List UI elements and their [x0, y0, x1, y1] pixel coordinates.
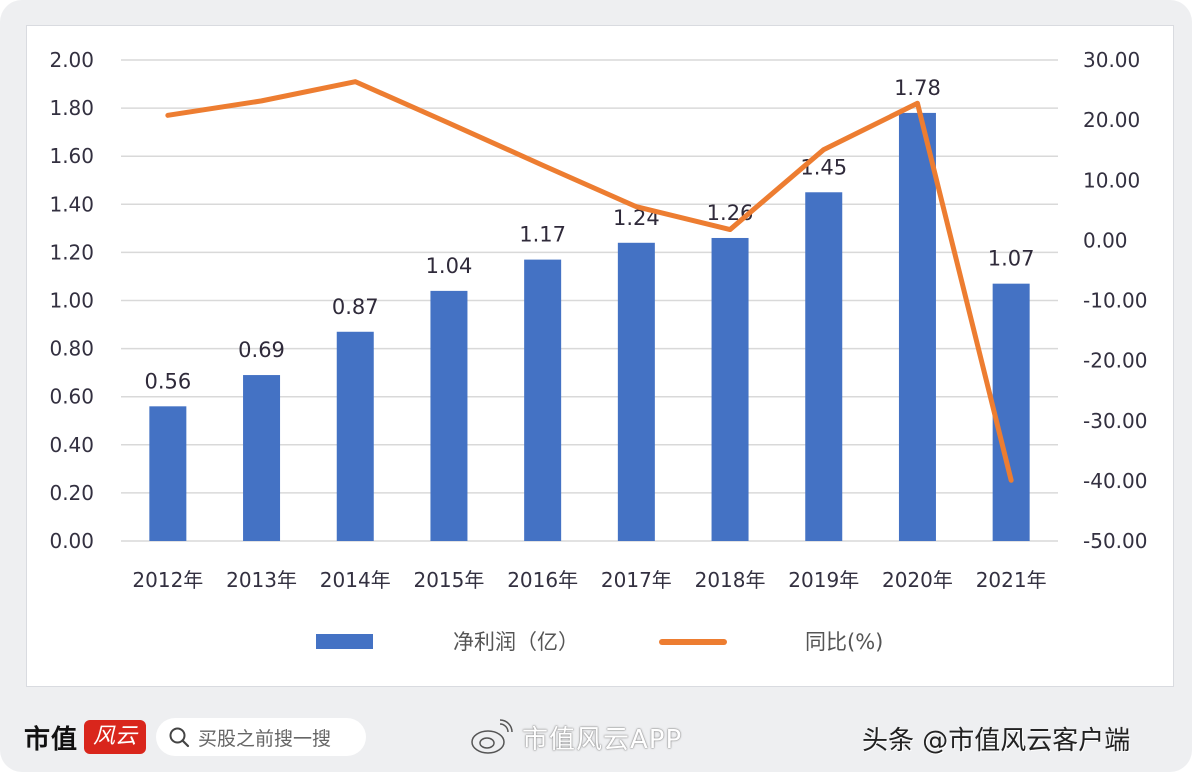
brand-logo: 市值 风云	[24, 717, 147, 757]
x-axis-tick: 2016年	[507, 568, 578, 592]
bar	[243, 375, 281, 541]
bar	[524, 259, 562, 541]
left-axis-tick: 1.60	[49, 144, 94, 168]
right-axis: -50.00 -40.00 -30.00 -20.00 -10.00 0.00 10.00 2…	[1083, 48, 1147, 553]
bar-value-label: 1.17	[519, 223, 566, 247]
legend-bar-label: 净利润（亿）	[453, 630, 579, 654]
left-axis-tick: 2.00	[49, 48, 94, 72]
x-axis: 2012年 2013年 2014年 2015年 2016年 2017年 2018年 2019年…	[132, 568, 1046, 592]
right-axis-tick: -40.00	[1083, 469, 1147, 493]
combo-chart: 0.00 0.20 0.40 0.60 0.80 1.00 1.20 1.40 1.60 1.80…	[49, 48, 1147, 654]
x-axis-tick: 2020年	[882, 568, 953, 592]
bar-value-label: 1.78	[894, 76, 941, 100]
search-icon	[169, 727, 190, 748]
bar	[430, 290, 468, 541]
bar	[711, 237, 749, 541]
toutiao-watermark: 头条 @市值风云客户端	[862, 726, 1131, 756]
x-axis-tick: 2021年	[976, 568, 1047, 592]
left-axis-tick: 0.60	[49, 385, 94, 409]
left-axis-tick: 0.40	[49, 433, 94, 457]
brand-badge: 风云	[84, 720, 147, 754]
weibo-text: 市值风云APP	[522, 724, 683, 755]
right-axis-tick: 20.00	[1083, 108, 1140, 132]
x-axis-tick: 2013年	[226, 568, 297, 592]
weibo-watermark: 市值风云APP	[470, 718, 682, 756]
legend-line-label: 同比(%)	[805, 630, 883, 654]
x-axis-tick: 2018年	[695, 568, 766, 592]
bar-value-label: 0.69	[238, 338, 285, 362]
x-axis-tick: 2015年	[413, 568, 484, 592]
bar	[336, 331, 374, 541]
bar-value-label: 1.04	[426, 254, 473, 278]
left-axis-tick: 1.00	[49, 289, 94, 313]
legend: 净利润（亿） 同比(%)	[316, 630, 883, 654]
right-axis-tick: -20.00	[1083, 349, 1147, 373]
bar-value-label: 0.87	[332, 295, 379, 319]
x-axis-tick: 2014年	[320, 568, 391, 592]
right-axis-tick: 10.00	[1083, 168, 1140, 192]
search-placeholder: 买股之前搜一搜	[198, 727, 332, 750]
bar	[898, 112, 936, 541]
watermark-footer: 市值 风云 买股之前搜一搜 市值风云APP 头条 @市值风云客户端	[0, 700, 1196, 776]
right-axis-tick: 30.00	[1083, 48, 1140, 72]
left-axis-tick: 0.20	[49, 481, 94, 505]
left-axis-tick: 1.40	[49, 192, 94, 216]
legend-bar-swatch	[316, 634, 373, 649]
right-axis-tick: -10.00	[1083, 289, 1147, 313]
line-series-yoy	[165, 79, 1014, 483]
bar-series-net-profit	[149, 112, 1030, 541]
bar	[992, 283, 1030, 541]
left-axis-tick: 1.20	[49, 240, 94, 264]
left-axis-tick: 0.00	[49, 529, 94, 553]
left-axis: 0.00 0.20 0.40 0.60 0.80 1.00 1.20 1.40 1.60 1.80…	[49, 48, 94, 553]
bar-value-label: 0.56	[144, 369, 191, 393]
search-box[interactable]: 买股之前搜一搜	[156, 718, 366, 756]
right-axis-tick: 0.00	[1083, 228, 1128, 252]
bar-data-labels: 0.560.690.871.041.171.24 1.261.451.781.07	[144, 76, 1034, 393]
bar	[149, 406, 187, 541]
x-axis-tick: 2012年	[132, 568, 203, 592]
chart-card: 0.00 0.20 0.40 0.60 0.80 1.00 1.20 1.40 1.60 1.80…	[26, 25, 1174, 687]
bar	[805, 192, 843, 541]
weibo-icon	[471, 719, 513, 754]
x-axis-tick: 2019年	[788, 568, 859, 592]
brand-text: 市值	[24, 724, 79, 755]
right-axis-tick: -50.00	[1083, 529, 1147, 553]
left-axis-tick: 1.80	[49, 96, 94, 120]
right-axis-tick: -30.00	[1083, 409, 1147, 433]
bar-value-label: 1.45	[800, 155, 847, 179]
x-axis-tick: 2017年	[601, 568, 672, 592]
bar	[617, 242, 655, 541]
left-axis-tick: 0.80	[49, 337, 94, 361]
bar-value-label: 1.07	[988, 247, 1035, 271]
